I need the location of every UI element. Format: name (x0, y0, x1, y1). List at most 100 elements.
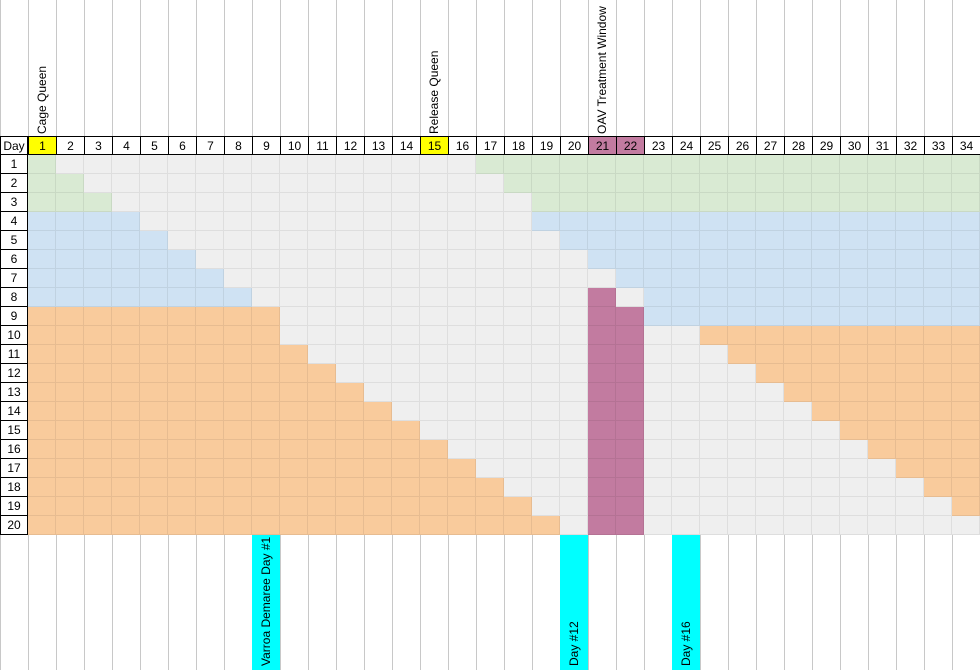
grid-cell-r12-d2 (56, 364, 84, 383)
grid-cell-r8-d13 (364, 288, 392, 307)
grid-cell-r20-d31 (868, 516, 896, 535)
column-header-day-30: 30 (840, 136, 869, 155)
column-header-day-19: 19 (532, 136, 561, 155)
grid-cell-r5-d24 (672, 231, 700, 250)
grid-cell-r6-d8 (224, 250, 252, 269)
grid-cell-r12-d32 (896, 364, 924, 383)
grid-cell-r5-d20 (560, 231, 588, 250)
grid-cell-r3-d2 (56, 193, 84, 212)
grid-cell-r19-d32 (896, 497, 924, 516)
grid-cell-r16-d34 (952, 440, 980, 459)
grid-cell-r5-d17 (476, 231, 504, 250)
grid-cell-r17-d4 (112, 459, 140, 478)
grid-cell-r18-d32 (896, 478, 924, 497)
grid-cell-r16-d24 (672, 440, 700, 459)
grid-cell-r17-d16 (448, 459, 476, 478)
row-label-day-17: 17 (0, 459, 28, 478)
grid-cell-r10-d26 (728, 326, 756, 345)
grid-cell-r7-d19 (532, 269, 560, 288)
row-label-day-12: 12 (0, 364, 28, 383)
grid-cell-r13-d21 (588, 383, 616, 402)
annotation-marker-3 (672, 535, 700, 670)
grid-cell-r3-d32 (896, 193, 924, 212)
grid-cell-r8-d19 (532, 288, 560, 307)
grid-cell-r10-d22 (616, 326, 644, 345)
grid-cell-r10-d15 (420, 326, 448, 345)
grid-cell-r14-d27 (756, 402, 784, 421)
grid-cell-r19-d19 (532, 497, 560, 516)
grid-cell-r15-d6 (168, 421, 196, 440)
grid-cell-r8-d6 (168, 288, 196, 307)
grid-cell-r13-d23 (644, 383, 672, 402)
grid-cell-r14-d23 (644, 402, 672, 421)
grid-cell-r13-d18 (504, 383, 532, 402)
grid-cell-r2-d20 (560, 174, 588, 193)
grid-cell-r4-d11 (308, 212, 336, 231)
grid-cell-r4-d32 (896, 212, 924, 231)
grid-cell-r4-d17 (476, 212, 504, 231)
grid-cell-r14-d10 (280, 402, 308, 421)
grid-cell-r20-d1 (28, 516, 56, 535)
grid-cell-r19-d8 (224, 497, 252, 516)
grid-cell-r17-d23 (644, 459, 672, 478)
grid-cell-r2-d31 (868, 174, 896, 193)
grid-cell-r5-d3 (84, 231, 112, 250)
grid-cell-r18-d7 (196, 478, 224, 497)
grid-cell-r3-d29 (812, 193, 840, 212)
grid-cell-r9-d32 (896, 307, 924, 326)
grid-cell-r16-d10 (280, 440, 308, 459)
grid-cell-r15-d17 (476, 421, 504, 440)
grid-cell-r20-d13 (364, 516, 392, 535)
grid-cell-r20-d12 (336, 516, 364, 535)
grid-cell-r13-d4 (112, 383, 140, 402)
grid-cell-r8-d30 (840, 288, 868, 307)
grid-cell-r3-d9 (252, 193, 280, 212)
grid-cell-r6-d4 (112, 250, 140, 269)
grid-cell-r12-d17 (476, 364, 504, 383)
grid-cell-r11-d26 (728, 345, 756, 364)
grid-cell-r6-d19 (532, 250, 560, 269)
grid-cell-r3-d24 (672, 193, 700, 212)
grid-cell-r20-d33 (924, 516, 952, 535)
grid-cell-r10-d10 (280, 326, 308, 345)
grid-cell-r3-d14 (392, 193, 420, 212)
grid-cell-r16-d18 (504, 440, 532, 459)
grid-cell-r8-d18 (504, 288, 532, 307)
grid-cell-r9-d31 (868, 307, 896, 326)
column-header-day-2: 2 (56, 136, 85, 155)
grid-cell-r6-d2 (56, 250, 84, 269)
grid-cell-r18-d6 (168, 478, 196, 497)
grid-cell-r20-d15 (420, 516, 448, 535)
grid-cell-r4-d16 (448, 212, 476, 231)
grid-cell-r18-d26 (728, 478, 756, 497)
grid-cell-r11-d25 (700, 345, 728, 364)
row-label-day-19: 19 (0, 497, 28, 516)
grid-cell-r18-d12 (336, 478, 364, 497)
grid-cell-r2-d19 (532, 174, 560, 193)
grid-cell-r11-d33 (924, 345, 952, 364)
grid-cell-r11-d2 (56, 345, 84, 364)
row-label-day-3: 3 (0, 193, 28, 212)
grid-cell-r20-d2 (56, 516, 84, 535)
column-header-day-23: 23 (644, 136, 673, 155)
grid-cell-r16-d29 (812, 440, 840, 459)
grid-cell-r15-d15 (420, 421, 448, 440)
grid-cell-r19-d30 (840, 497, 868, 516)
grid-cell-r14-d2 (56, 402, 84, 421)
grid-cell-r20-d21 (588, 516, 616, 535)
grid-cell-r6-d11 (308, 250, 336, 269)
grid-cell-r14-d29 (812, 402, 840, 421)
grid-cell-r20-d18 (504, 516, 532, 535)
grid-cell-r17-d17 (476, 459, 504, 478)
grid-cell-r12-d1 (28, 364, 56, 383)
grid-cell-r8-d2 (56, 288, 84, 307)
grid-cell-r6-d23 (644, 250, 672, 269)
column-header-day-16: 16 (448, 136, 477, 155)
column-header-day-29: 29 (812, 136, 841, 155)
grid-cell-r1-d32 (896, 155, 924, 174)
grid-cell-r19-d13 (364, 497, 392, 516)
grid-cell-r18-d34 (952, 478, 980, 497)
grid-cell-r3-d10 (280, 193, 308, 212)
grid-cell-r12-d30 (840, 364, 868, 383)
grid-cell-r11-d16 (448, 345, 476, 364)
